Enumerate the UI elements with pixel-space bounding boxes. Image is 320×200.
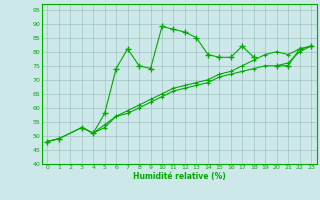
X-axis label: Humidité relative (%): Humidité relative (%) <box>133 172 226 181</box>
